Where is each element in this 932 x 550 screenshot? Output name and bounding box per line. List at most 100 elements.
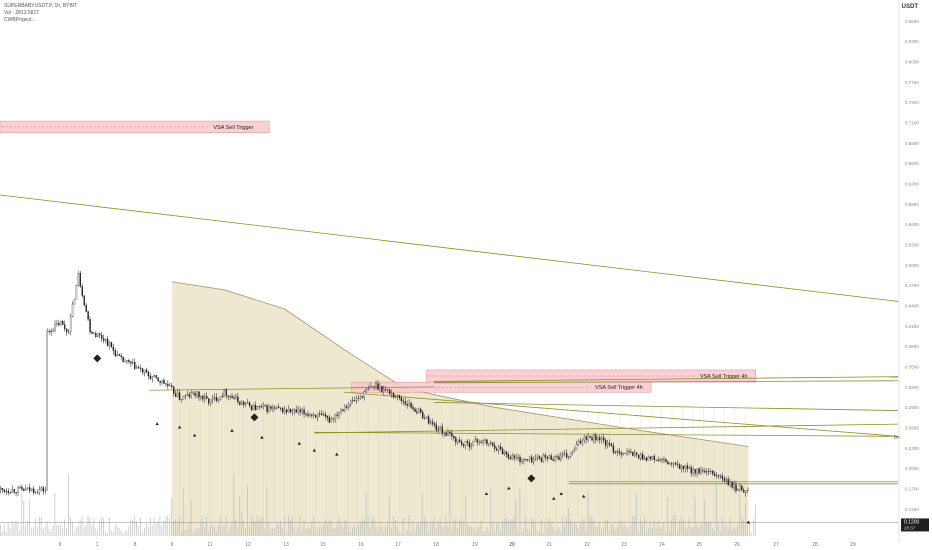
candle-body [215, 396, 218, 401]
candle-body [698, 468, 700, 474]
candle-body [85, 304, 87, 312]
volume-bar [747, 524, 748, 536]
candle-body [721, 475, 724, 479]
candle-body [406, 403, 408, 406]
candle-body [116, 353, 118, 357]
volume-bar [64, 519, 66, 536]
volume-bar [459, 519, 460, 536]
volume-bar [305, 528, 307, 536]
x-tick-label: 24 [659, 542, 665, 548]
candle-body [83, 295, 85, 306]
candle-body [75, 285, 78, 300]
candle-body [601, 437, 603, 441]
candle-body [227, 395, 229, 397]
volume-bar [414, 530, 416, 536]
volume-bar [393, 515, 394, 536]
volume-bar [243, 521, 245, 536]
volume-bar [445, 515, 447, 536]
candle-body [566, 453, 568, 458]
volume-bar [128, 525, 130, 536]
candle-body [495, 448, 498, 451]
volume-bar [546, 527, 548, 536]
volume-bar [249, 526, 250, 536]
candle-body [560, 454, 562, 460]
volume-bar [334, 528, 336, 536]
candle-body [198, 391, 200, 398]
y-tick-label: 0.7700 [905, 80, 919, 85]
volume-bar [607, 519, 608, 536]
candle-body [208, 398, 210, 404]
volume-bar [618, 523, 620, 536]
volume-bar [186, 529, 188, 536]
x-tick-label: 19 [472, 542, 478, 548]
candle-body [480, 441, 482, 443]
volume-bar [356, 527, 357, 536]
candle-body [468, 442, 471, 448]
candle-body [673, 462, 675, 465]
candle-body [248, 402, 251, 406]
volume-bar [595, 526, 597, 536]
volume-bar [616, 527, 618, 536]
zone-label: VSA Sell Trigger 4h [700, 374, 748, 380]
volume-bar [157, 520, 159, 536]
candle-body [274, 407, 276, 409]
axis-unit: USDT [901, 4, 918, 10]
candle-body [188, 394, 190, 397]
candle-body [686, 465, 689, 469]
x-tick-label: 13 [283, 542, 289, 548]
candle-body [478, 441, 480, 443]
candle-body [521, 460, 523, 462]
candle-body [130, 361, 132, 364]
candle-body [149, 375, 152, 379]
volume-bar [435, 528, 437, 536]
candle-body [297, 409, 299, 413]
volume-bar [638, 530, 639, 536]
volume-bar [682, 519, 684, 536]
candle-body [420, 408, 422, 413]
candle-body [110, 342, 113, 348]
candle-body [583, 436, 585, 441]
volume-bar [733, 526, 735, 536]
volume-bar [336, 525, 338, 536]
candle-body [455, 437, 457, 443]
volume-bar [420, 522, 422, 536]
volume-bar [556, 529, 558, 536]
y-tick-label: 0.5600 [905, 222, 919, 227]
volume-bar [673, 515, 675, 536]
volume-bar [428, 530, 429, 536]
volume-bar [212, 525, 213, 536]
candle-body [381, 386, 383, 392]
trendlines [0, 194, 899, 485]
candle-body [120, 355, 122, 358]
candle-body [101, 335, 103, 339]
candle-body [435, 424, 438, 431]
volume-bar [472, 528, 474, 536]
candle-body [283, 409, 286, 413]
candle-body [89, 319, 91, 333]
volume-bar [608, 530, 610, 536]
candle-body [27, 487, 29, 489]
candle-body [132, 361, 134, 364]
volume-bar [81, 515, 83, 536]
volume-bar [500, 530, 501, 536]
candle-body [692, 469, 694, 474]
candle-body [221, 396, 224, 398]
volume-bar [731, 530, 733, 536]
candle-body [315, 414, 317, 418]
volume-bar [476, 528, 478, 536]
volume-bar [321, 527, 322, 536]
sell-trigger-zone: VSA Sell Trigger [0, 120, 270, 133]
candle-body [620, 452, 622, 455]
candle-body [624, 452, 626, 454]
volume-bar [507, 521, 509, 536]
volume-bar [441, 526, 443, 536]
volume-bar [120, 530, 122, 536]
candle-body [392, 392, 395, 398]
candle-body [457, 439, 459, 443]
candle-body [431, 421, 434, 424]
candle-body [97, 333, 99, 337]
volume-bar [274, 529, 276, 536]
volume-bar [309, 528, 311, 536]
